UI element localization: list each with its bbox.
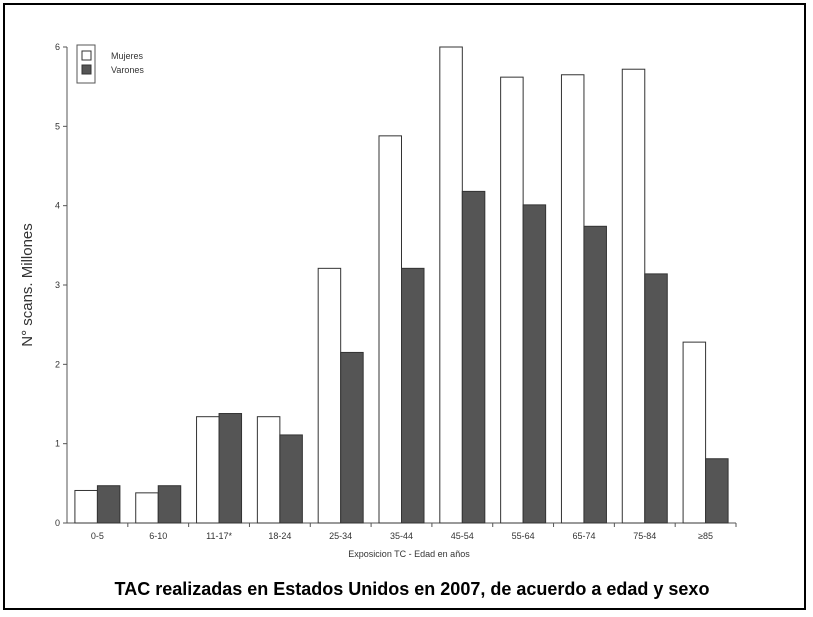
legend-swatch-mujeres [81, 50, 92, 61]
bar-mujeres [256, 416, 281, 524]
x-tick-label: 55-64 [512, 531, 535, 541]
x-tick-label: 18-24 [268, 531, 291, 541]
legend: Mujeres Varones [76, 44, 144, 84]
bar-varones [279, 434, 303, 524]
y-tick-label: 5 [55, 121, 60, 131]
bar-varones [583, 225, 607, 524]
y-tick-label: 3 [55, 280, 60, 290]
y-tick-label: 0 [55, 518, 60, 528]
bar-varones [461, 190, 486, 524]
x-tick-label: 35-44 [390, 531, 413, 541]
bars [74, 46, 729, 524]
bar-mujeres [196, 416, 220, 524]
y-tick-label: 6 [55, 42, 60, 52]
bar-varones [340, 351, 364, 524]
x-tick-label: 0-5 [91, 531, 104, 541]
y-tick-label: 1 [55, 439, 60, 449]
bar-varones [218, 413, 243, 524]
legend-label-varones: Varones [111, 65, 144, 75]
chart-title: TAC realizadas en Estados Unidos en 2007… [115, 579, 710, 599]
bar-varones [96, 485, 121, 524]
x-tick-label: ≥85 [698, 531, 713, 541]
y-tick-label: 4 [55, 201, 60, 211]
bar-varones [705, 458, 729, 524]
bar-mujeres [500, 76, 524, 524]
bar-chart: 0 1 2 3 4 5 6 0-5 6-10 11-17* 18-24 25-34 35-44 45-5… [19, 42, 737, 599]
bar-mujeres [135, 492, 159, 524]
x-tick-label: 45-54 [451, 531, 474, 541]
chart-frame: 0 1 2 3 4 5 6 0-5 6-10 11-17* 18-24 25-34 35-44 45-5… [3, 3, 806, 610]
bar-varones [522, 204, 547, 524]
x-tick-label: 6-10 [149, 531, 167, 541]
bar-varones [157, 485, 182, 524]
x-tick-label: 75-84 [633, 531, 656, 541]
bar-mujeres [682, 341, 707, 524]
bar-varones [644, 273, 668, 524]
bar-mujeres [560, 74, 585, 524]
y-axis-title: N° scans. Millones [19, 223, 36, 347]
bar-varones [401, 267, 425, 524]
bar-mujeres [378, 135, 402, 524]
x-axis: 0-5 6-10 11-17* 18-24 25-34 35-44 45-54 55-64 65… [67, 522, 737, 541]
bar-mujeres [74, 489, 98, 524]
x-tick-label: 65-74 [572, 531, 595, 541]
x-axis-title: Exposicion TC - Edad en años [348, 549, 470, 559]
legend-swatch-varones [81, 64, 92, 75]
bar-mujeres [621, 68, 646, 524]
bar-mujeres [317, 267, 342, 524]
x-tick-label: 11-17* [206, 531, 232, 541]
x-tick-label: 25-34 [329, 531, 352, 541]
y-axis: 0 1 2 3 4 5 6 [55, 42, 68, 528]
legend-label-mujeres: Mujeres [111, 51, 144, 61]
bar-mujeres [439, 46, 463, 524]
y-tick-label: 2 [55, 359, 60, 369]
